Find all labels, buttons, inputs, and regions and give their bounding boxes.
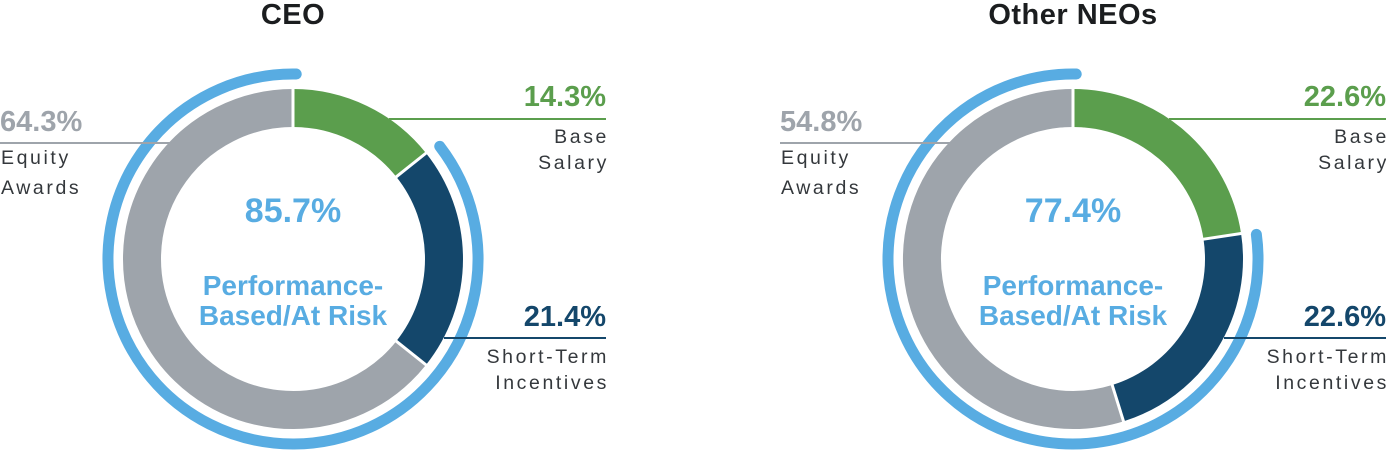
center-percentage: 77.4% xyxy=(1024,192,1122,230)
short-term-incentives-label-line1: Short-Term xyxy=(1266,346,1386,368)
ceo-performance-based-arc xyxy=(102,68,484,450)
equity-awards-label-line2: Awards xyxy=(781,177,862,199)
equity-awards-leader-line xyxy=(780,142,976,144)
other-neos-performance-based-arc xyxy=(882,68,1264,450)
base-salary-label-line2: Salary xyxy=(1318,152,1386,174)
base-salary-label-line1: Base xyxy=(1334,126,1386,148)
ceo-segment-equity-awards xyxy=(123,89,426,429)
chart-title: Other NEOs xyxy=(988,0,1158,31)
base-salary-leader-line xyxy=(389,118,606,120)
other-neos-chart: Other NEOs 77.4% Performance- Based/At R… xyxy=(780,0,1386,456)
equity-awards-label-line1: Equity xyxy=(1,147,71,169)
other-neos-segment-divider xyxy=(1198,231,1247,242)
short-term-incentives-percentage: 22.6% xyxy=(1303,301,1386,333)
base-salary-percentage: 22.6% xyxy=(1303,81,1386,113)
equity-awards-percentage: 64.3% xyxy=(0,106,83,138)
short-term-incentives-label-line1: Short-Term xyxy=(486,346,609,368)
center-percentage: 85.7% xyxy=(244,192,342,230)
center-label-line2: Based/At Risk xyxy=(198,300,388,331)
short-term-incentives-percentage: 21.4% xyxy=(523,301,606,333)
equity-awards-label-line1: Equity xyxy=(781,147,851,169)
short-term-incentives-leader-line xyxy=(444,337,606,339)
base-salary-label-line1: Base xyxy=(554,126,609,148)
ceo-segment-base-salary xyxy=(292,89,427,178)
other-neos-segment-divider xyxy=(1109,379,1127,427)
other-neos-segment-short-term-incentives xyxy=(1111,233,1243,422)
other-neos-segment-base-salary xyxy=(1072,89,1242,240)
base-salary-leader-line xyxy=(1169,118,1386,120)
short-term-incentives-leader-line xyxy=(1224,337,1386,339)
center-label-line1: Performance- xyxy=(202,270,384,301)
equity-awards-percentage: 54.8% xyxy=(780,106,863,138)
ceo-segment-divider xyxy=(391,148,431,182)
ceo-segment-short-term-incentives xyxy=(396,153,463,365)
base-salary-percentage: 14.3% xyxy=(523,81,606,113)
ceo-segment-divider xyxy=(391,336,431,370)
base-salary-label-line2: Salary xyxy=(538,152,609,174)
other-neos-segment-equity-awards xyxy=(903,89,1124,429)
short-term-incentives-label-line2: Incentives xyxy=(495,372,609,394)
equity-awards-label-line2: Awards xyxy=(1,177,82,199)
chart-title: CEO xyxy=(260,0,326,31)
equity-awards-leader-line xyxy=(0,142,196,144)
short-term-incentives-label-line2: Incentives xyxy=(1275,372,1386,394)
center-label-line2: Based/At Risk xyxy=(978,300,1168,331)
ceo-chart: CEO 85.7% Performance- Based/At Risk 64.… xyxy=(0,0,606,456)
center-label-line1: Performance- xyxy=(982,270,1164,301)
